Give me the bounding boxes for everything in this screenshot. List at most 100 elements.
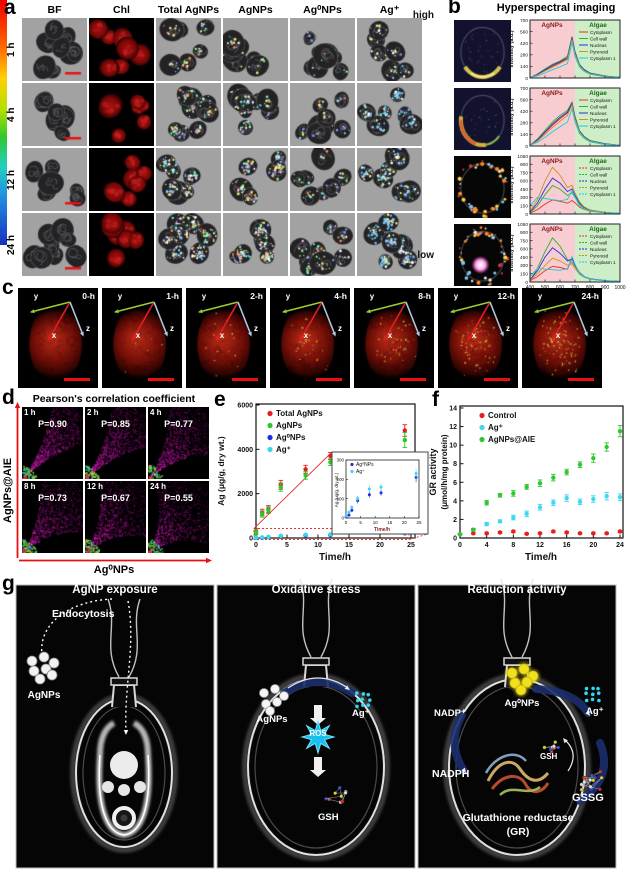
axis-y-line xyxy=(534,301,575,313)
data-point xyxy=(278,482,283,487)
axis-y-arrow xyxy=(534,309,539,314)
data-point xyxy=(328,532,333,538)
x-tick-label: 0 xyxy=(458,542,462,549)
white-arrowhead xyxy=(563,738,568,744)
axis-z-arrow xyxy=(163,331,168,337)
y-tick-label: 560 xyxy=(520,29,528,35)
intensity-colorbar xyxy=(0,0,7,245)
y-tick-label: 6000 xyxy=(237,403,253,410)
ag-ion-dot xyxy=(366,703,371,707)
chloroplast-cup xyxy=(96,720,152,839)
data-point xyxy=(328,532,333,537)
axis-z-arrow xyxy=(79,331,84,337)
flagellum-right xyxy=(320,578,333,658)
y-tick-label: 1050 xyxy=(517,222,528,228)
data-point xyxy=(471,527,476,532)
data-point xyxy=(591,531,596,536)
axis-y-line xyxy=(450,301,491,313)
ag0np-sphere xyxy=(515,684,527,696)
data-point xyxy=(260,535,265,540)
cell-membrane xyxy=(254,685,378,849)
inset-data-point xyxy=(344,514,348,518)
axis-y-label: y xyxy=(286,292,291,301)
axis-y-label: y xyxy=(370,292,375,301)
ros-label: ROS xyxy=(309,729,327,738)
data-point xyxy=(617,494,623,500)
vacuole xyxy=(134,781,146,793)
data-point xyxy=(402,530,407,536)
data-point xyxy=(511,491,516,496)
agnp-sphere xyxy=(40,663,52,675)
schematic-title-exposure: AgNP exposure xyxy=(72,584,158,596)
inset-legend-entry: Ag⁰NPs xyxy=(356,462,374,468)
agnp-sphere xyxy=(46,669,58,681)
correlation-time-label: 4 h xyxy=(150,408,162,417)
gsh-label: GSH xyxy=(318,812,339,823)
white-arc-arrow xyxy=(287,677,349,689)
confocal-3d-tile xyxy=(522,288,602,388)
ag-ion-dot xyxy=(584,698,589,703)
data-point xyxy=(260,511,265,517)
data-point xyxy=(604,531,609,536)
y-tick-label: 6 xyxy=(453,480,457,487)
inset-data-point xyxy=(367,493,371,497)
legend-entry: Cytoplasm 1 xyxy=(590,192,616,197)
cell-wall xyxy=(75,698,173,848)
x-tick-label: 20 xyxy=(589,542,597,549)
white-arc-arrowhead xyxy=(344,685,350,690)
y-tick-label: 0 xyxy=(525,144,528,150)
inset-background xyxy=(331,451,429,535)
inset-data-point xyxy=(350,505,354,509)
time-label: 8-h xyxy=(418,291,431,301)
y-tick-label: 750 xyxy=(520,170,528,176)
correlation-tile xyxy=(148,407,209,479)
region-agnps xyxy=(530,88,575,146)
axis-y-line xyxy=(366,301,407,313)
correlation-time-label: 12 h xyxy=(87,482,104,491)
gsh-molecule-atom xyxy=(549,750,554,754)
y-tick-label: 900 xyxy=(520,162,528,168)
white-arrowhead xyxy=(461,767,466,773)
panel-label-a: a xyxy=(4,0,16,19)
micrograph-tile xyxy=(89,83,154,146)
spectrum-line-0 xyxy=(529,38,621,79)
ag0np-sphere xyxy=(509,677,521,689)
hyperspectral-image xyxy=(454,156,511,218)
y-axis-label: Intensity (a.u.) xyxy=(509,166,515,203)
data-point xyxy=(604,444,609,450)
cell-collar xyxy=(503,657,531,666)
gsh-molecule-atom xyxy=(340,799,345,804)
y-tick-label: 0 xyxy=(525,76,528,82)
agnp-sphere xyxy=(265,706,275,716)
data-point xyxy=(278,533,283,539)
col-header: AgNPs xyxy=(238,4,273,16)
data-point xyxy=(278,533,283,538)
y-tick-label: 140 xyxy=(520,64,528,70)
data-point xyxy=(402,531,407,536)
correlation-p-value: P=0.73 xyxy=(38,493,67,503)
agnp-sphere xyxy=(26,655,38,667)
data-point xyxy=(577,499,583,504)
y-tick-label: 2000 xyxy=(237,491,253,498)
region-algae xyxy=(575,224,620,282)
correlation-time-label: 8 h xyxy=(24,482,36,491)
y-tick-label: 560 xyxy=(520,97,528,103)
legend-entry: Pyrenoid xyxy=(590,49,609,54)
row-label: 12 h xyxy=(6,169,17,190)
axis-z-line xyxy=(153,301,168,336)
x-tick-label: 500 xyxy=(541,285,550,291)
col-header: Total AgNPs xyxy=(157,4,220,16)
x-axis-label: Time/h xyxy=(319,552,351,563)
inset-data-point xyxy=(414,472,418,476)
endocytosis-dotted-path xyxy=(125,600,132,732)
micrograph-tile xyxy=(357,18,422,81)
data-point xyxy=(511,515,516,520)
ag-ion-dot xyxy=(590,697,595,702)
gssg-molecule-atom xyxy=(593,775,597,780)
y-tick-label: 300 xyxy=(520,263,528,269)
time-label: 2-h xyxy=(250,291,263,301)
